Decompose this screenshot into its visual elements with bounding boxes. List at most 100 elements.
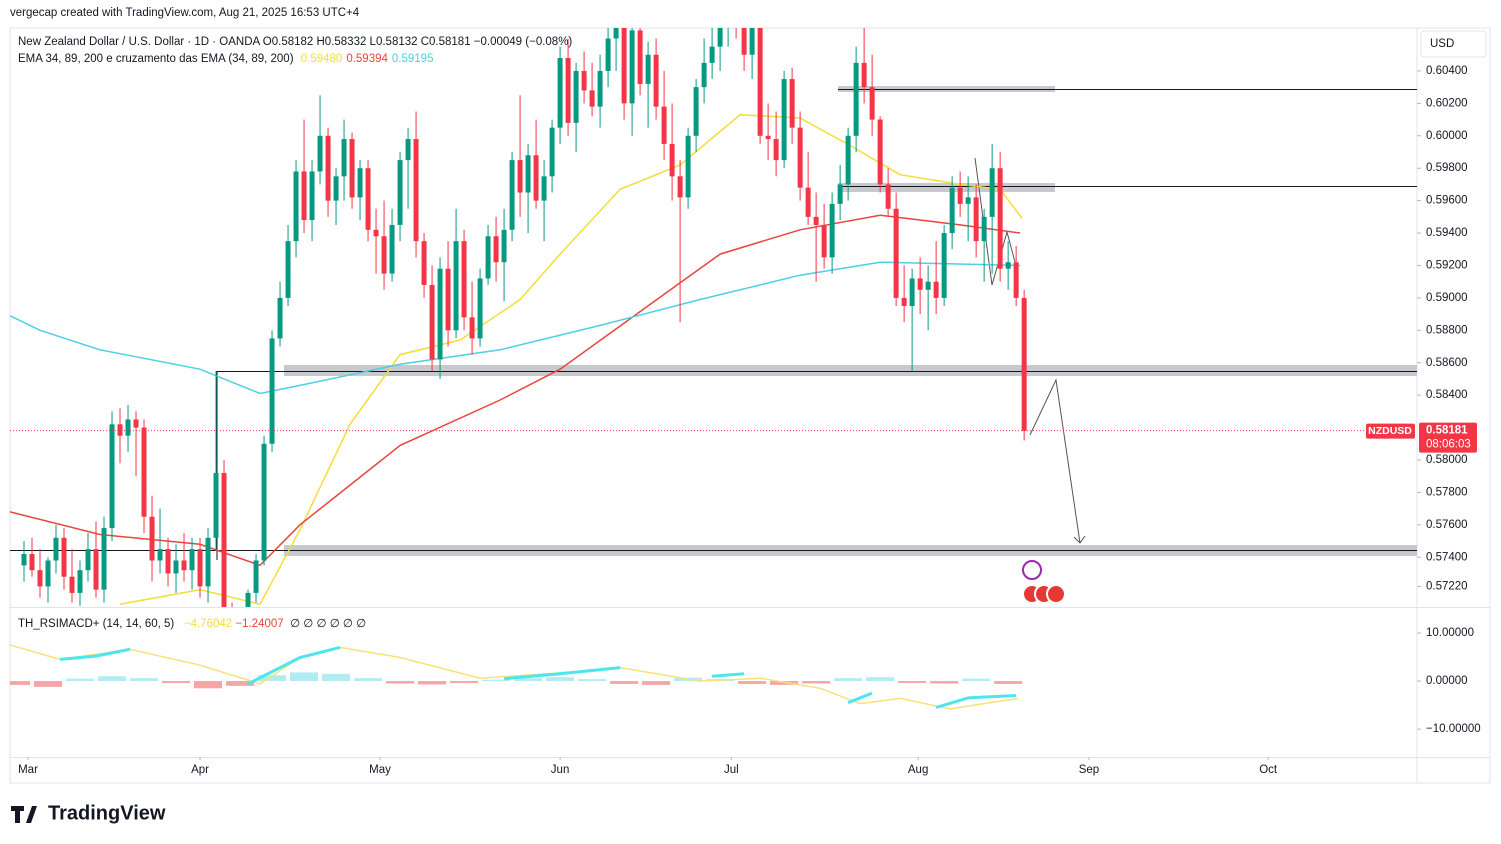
candle-body [381,236,387,274]
candle-body [413,139,419,242]
candle-body [773,139,779,161]
candle-body [829,203,835,258]
histogram-bar [226,681,255,686]
candle-body [365,168,371,230]
candle-body [597,70,603,107]
event-icon [1046,584,1066,604]
legend-line: EMA 34, 89, 200 e cruzamento das EMA (34… [18,53,433,65]
y-tick-label: 0.59600 [1426,195,1468,207]
histogram-bar [994,681,1023,684]
candle-body [61,537,67,577]
zone [284,365,1417,376]
countdown: 08:06:03 [1426,439,1471,451]
candle-body [485,236,491,279]
candle-body [845,135,851,185]
candle-body [653,54,659,107]
candle-body [341,139,347,177]
histogram-bar [930,681,959,684]
currency: USD [1430,38,1454,50]
histogram-bar [162,681,191,683]
candle-body [973,197,979,242]
candle-body [661,106,667,144]
candle-body [965,197,971,204]
ema-line [10,214,1021,567]
candle-body [917,278,923,290]
y-tick-label: 0.57800 [1426,486,1468,498]
histogram-bar [546,677,575,682]
histogram-bar [322,673,351,682]
candle-body [869,87,875,120]
candle-body [701,62,707,88]
histogram-bar [194,681,223,689]
x-tick-label: Sep [1079,764,1099,776]
y-tick-label: 0.57600 [1426,519,1468,531]
candle-body [693,87,699,136]
drawings [10,86,1417,560]
y-tick-label: 0.59000 [1426,292,1468,304]
candle-body [589,90,595,107]
candle-body [277,297,283,339]
y-tick-label: 0.58400 [1426,389,1468,401]
candle-body [253,560,259,593]
candle-body [861,62,867,88]
histogram-bar [354,678,383,682]
ema-value: 0.59195 [391,53,434,65]
candle-body [541,176,547,201]
candle-body [549,127,555,177]
candle-body [389,224,395,274]
histogram-bar [610,681,639,684]
histogram-bar [66,678,95,682]
candle-body [269,338,275,444]
zone [838,183,1055,192]
histogram-bar [450,681,479,683]
candle-body [261,443,267,561]
candle-body [741,28,747,55]
candle-body [125,419,131,436]
x-tick-label: Jun [551,764,570,776]
candle-body [997,168,1003,269]
legend-line: New Zealand Dollar / U.S. Dollar · 1D · … [18,36,572,48]
histogram-bar [866,677,895,682]
histogram-bar [10,681,31,685]
candle-body [149,516,155,561]
candle-body [901,297,907,306]
candle-body [789,79,795,128]
y-tick-label: 0.58600 [1426,357,1468,369]
currency-box [1420,30,1487,58]
histogram-bar [386,681,415,684]
reading: −4.76042 [183,618,233,630]
candle-body [565,57,571,123]
candle-body [221,472,227,607]
histogram-bar [98,676,127,682]
candle-body [309,171,315,221]
histogram-bar [834,678,863,682]
reading: −1.24007 [235,618,284,630]
candle-body [421,241,427,285]
candle-body [621,28,627,104]
candle-body [734,6,739,22]
y-tick-label: 0.58800 [1426,324,1468,336]
candle-body [709,46,715,63]
y-tick-label: 0.00000 [1426,675,1468,687]
candle-body [101,528,107,590]
y-tick-label: 0.60000 [1426,130,1468,142]
candle-body [1013,262,1019,298]
brand: TradingView [48,802,166,824]
candle-body [45,560,51,587]
candle-body [445,268,451,331]
signal-line [10,644,1019,710]
candle-body [69,576,75,593]
candle-body [37,570,43,587]
candle-body [285,241,291,298]
price-tag [1419,422,1477,453]
credit: vergecap created with TradingView.com, A… [10,7,360,19]
candle-body [453,241,459,331]
candle-body [77,570,83,593]
y-tick-label: 0.60200 [1426,97,1468,109]
candle-body [333,176,339,201]
histogram-bar [802,681,831,684]
x-tick-label: Jul [724,764,739,776]
y-tick-label: 0.57400 [1426,551,1468,563]
